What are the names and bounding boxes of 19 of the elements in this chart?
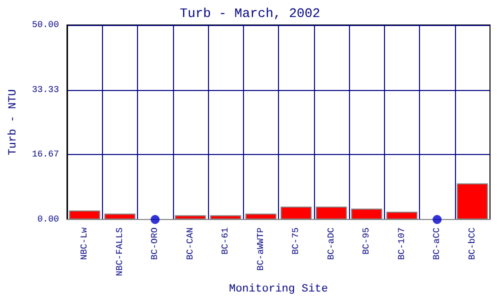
x-tick-label: BC-aDC (326, 226, 336, 260)
x-tick-label: BC-75 (291, 227, 302, 255)
chart-title: Turb - March, 2002 (180, 6, 320, 21)
x-tick-label: BC-CAN (185, 227, 196, 260)
x-axis-title: Monitoring Site (228, 284, 328, 296)
y-tick-label: 0.00 (37, 214, 59, 224)
x-tick-label: NBC-FALLS (114, 227, 125, 276)
x-tick-label: BC-aCC (432, 226, 442, 260)
x-tick-label: BC-bCC (467, 226, 478, 260)
x-tick-label: BC-61 (220, 227, 231, 255)
y-tick-label: 50.00 (32, 20, 59, 30)
x-tick-label: BC-95 (362, 227, 372, 255)
x-tick-label: NBC-Lw (80, 226, 90, 260)
x-tick-label: BC-aWWTP (256, 227, 266, 271)
y-tick-label: 33.33 (32, 84, 59, 95)
x-tick-label: BC-ORO (150, 227, 160, 260)
y-tick-label: 16.67 (32, 150, 59, 160)
x-tick-label: BC-107 (396, 227, 407, 260)
y-axis-title: Turb - NTU (8, 89, 20, 156)
